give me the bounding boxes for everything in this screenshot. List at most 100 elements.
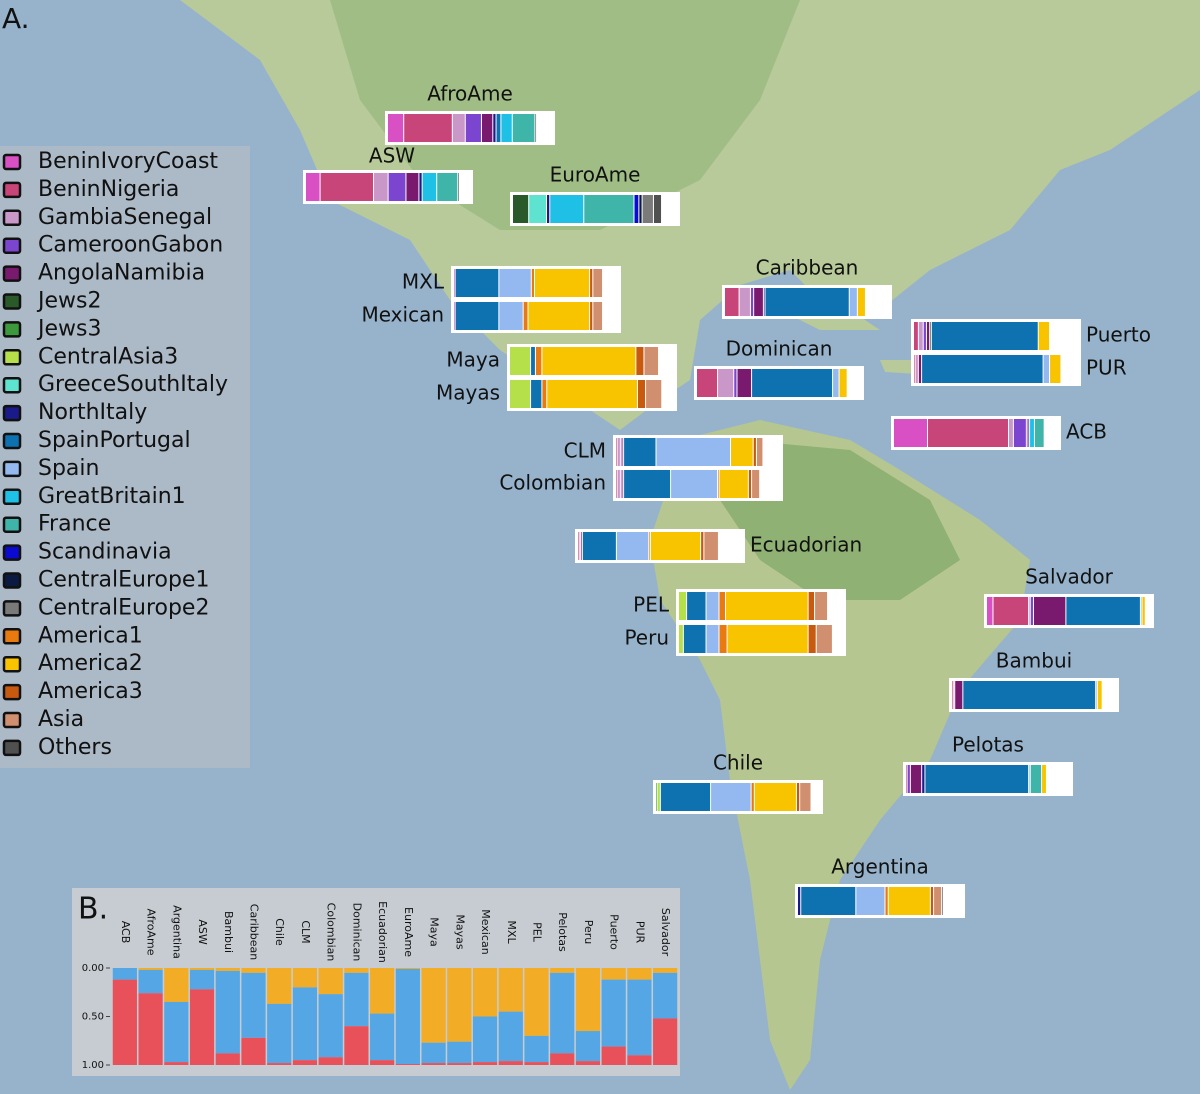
bar-segment [627,968,652,980]
bar-segment [215,968,240,971]
segment [796,783,800,811]
ancestry-bar [984,594,1154,628]
segment [856,887,885,915]
segment [590,269,593,297]
segment [1066,597,1140,625]
segment [953,681,955,709]
segment [942,887,943,915]
legend-swatch [2,628,22,645]
bar-segment [627,1055,652,1065]
legend-label: BeninNigeria [38,177,179,202]
segment [531,347,535,375]
x-tick-label: Bambui [222,911,235,953]
segment [918,355,922,383]
segment [894,419,928,447]
segment [660,783,711,811]
ancestry-bar [891,416,1061,450]
segment [704,532,718,560]
population-label: CLM [564,439,606,463]
segment [857,288,865,316]
legend-label: CentralAsia3 [38,344,178,369]
segment [756,438,763,466]
segment [849,288,857,316]
legend-swatch [2,739,22,757]
population-label: Mexican [361,303,444,327]
segment [906,765,907,793]
ancestry-bar [949,678,1119,712]
segment [925,765,1029,793]
segment [1096,681,1097,709]
segment [752,369,833,397]
segment [1029,765,1030,793]
x-tick-label: Mexican [479,909,492,954]
legend-swatch [2,711,22,729]
segment [763,288,765,316]
bar-segment [370,968,395,1014]
segment [671,470,718,498]
bar-segment [292,968,318,988]
ancestry-bar [303,170,473,204]
population-label: ACB [1066,420,1107,444]
segment [922,765,925,793]
bar-segment [447,1041,472,1064]
legend-swatch [2,153,22,171]
segment [706,592,719,620]
ancestry-bar [613,435,783,469]
legend-swatch [2,209,22,227]
segment [914,322,918,350]
x-tick-label: Mayas [453,914,466,949]
segment [578,532,579,560]
x-tick-label: AfroAme [145,908,158,955]
segment [593,269,603,297]
population-label: PUR [1086,356,1127,380]
x-tick-label: Salvador [659,908,672,957]
ancestry-bar [451,299,621,333]
segment [815,592,828,620]
population-label: Salvador [1025,565,1114,589]
bar-segment [164,1001,189,1063]
legend-swatch [2,460,22,478]
legend-label: AngolaNamibia [38,261,205,286]
bar-segment [498,1011,523,1062]
segment [754,783,796,811]
segment [765,288,849,316]
segment [388,114,404,142]
segment [918,322,923,350]
segment [706,625,719,653]
x-tick-label: EuroAme [402,907,415,957]
ancestry-bar [911,319,1081,353]
x-tick-label: CLM [299,920,312,943]
legend-label: CameroonGabon [38,233,223,258]
legend-swatch [2,572,22,589]
y-tick-label: 0.00 [82,963,104,974]
segment [529,195,547,223]
bar-segment [138,993,163,1065]
bar-segment [189,968,215,970]
bar-segment [112,979,137,1065]
segment [839,369,847,397]
segment [1030,765,1042,793]
segment [620,470,622,498]
segment [1043,355,1050,383]
segment [542,347,636,375]
segment [683,625,706,653]
segment [501,114,512,142]
bar-segment [550,968,575,973]
population-label: Peru [624,626,669,650]
x-tick-label: Colombian [325,903,338,962]
segment [649,532,650,560]
population-label: Chile [713,751,763,775]
legend-label: Jews3 [36,316,101,341]
y-tick-label: 0.50 [82,1012,104,1023]
segment [374,173,388,201]
panel-b-label: B. [78,892,108,927]
bar-segment [370,1013,395,1061]
segment [617,438,620,466]
panel-label: A. [2,2,30,35]
segment [1013,419,1026,447]
population-label: Pelotas [952,733,1024,757]
segment [798,887,801,915]
bar-segment [472,1062,498,1065]
bar-segment [472,968,498,1017]
segment [513,195,529,223]
